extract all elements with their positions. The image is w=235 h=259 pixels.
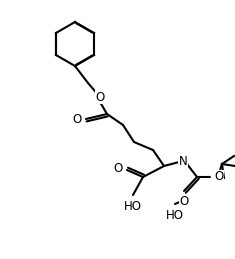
Text: HO: HO bbox=[166, 209, 184, 222]
Text: N: N bbox=[179, 155, 187, 168]
Text: O: O bbox=[95, 90, 105, 104]
Text: O: O bbox=[179, 195, 189, 208]
Text: O: O bbox=[73, 112, 82, 126]
Text: O: O bbox=[214, 170, 223, 183]
Text: O: O bbox=[114, 162, 123, 175]
Text: HO: HO bbox=[124, 200, 142, 213]
